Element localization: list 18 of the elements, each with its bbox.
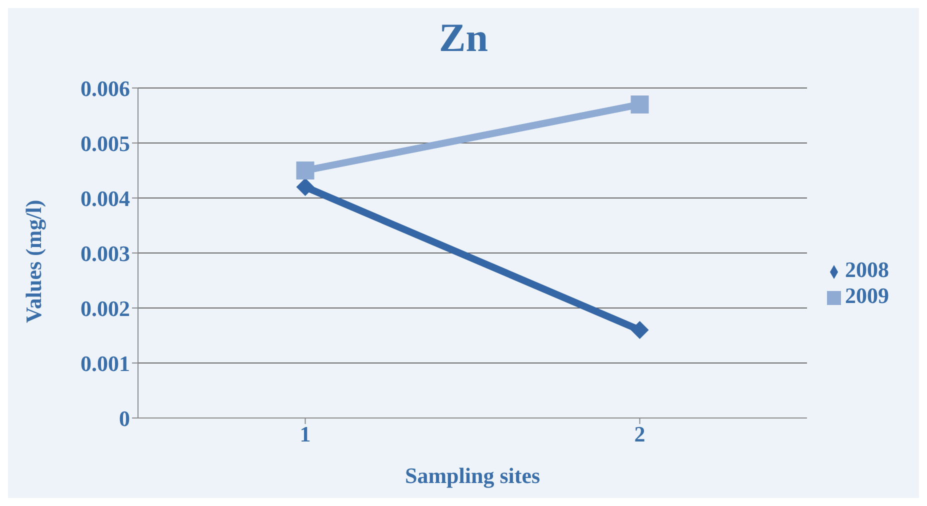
- y-tick-label: 0.003: [80, 240, 130, 266]
- y-axis-title: Values (mg/l): [20, 200, 46, 323]
- chart-title: Zn: [438, 14, 489, 62]
- legend-label: 2008: [845, 257, 889, 282]
- x-tick-label: 2: [634, 422, 646, 447]
- legend-label: 2009: [845, 283, 889, 308]
- x-axis-title: Sampling sites: [404, 463, 540, 488]
- y-tick-label: 0.002: [80, 296, 130, 321]
- point: [630, 321, 649, 339]
- y-tick-label: 0: [119, 406, 130, 431]
- point: [296, 162, 314, 180]
- y-tick-label: 0.004: [80, 186, 130, 211]
- y-tick-label: 0.001: [80, 350, 130, 376]
- x-tick-label: 1: [300, 422, 311, 447]
- point: [630, 96, 649, 114]
- y-tick-label: 0.005: [80, 130, 130, 156]
- point: [296, 178, 314, 196]
- y-tick-label: 0.006: [80, 76, 130, 101]
